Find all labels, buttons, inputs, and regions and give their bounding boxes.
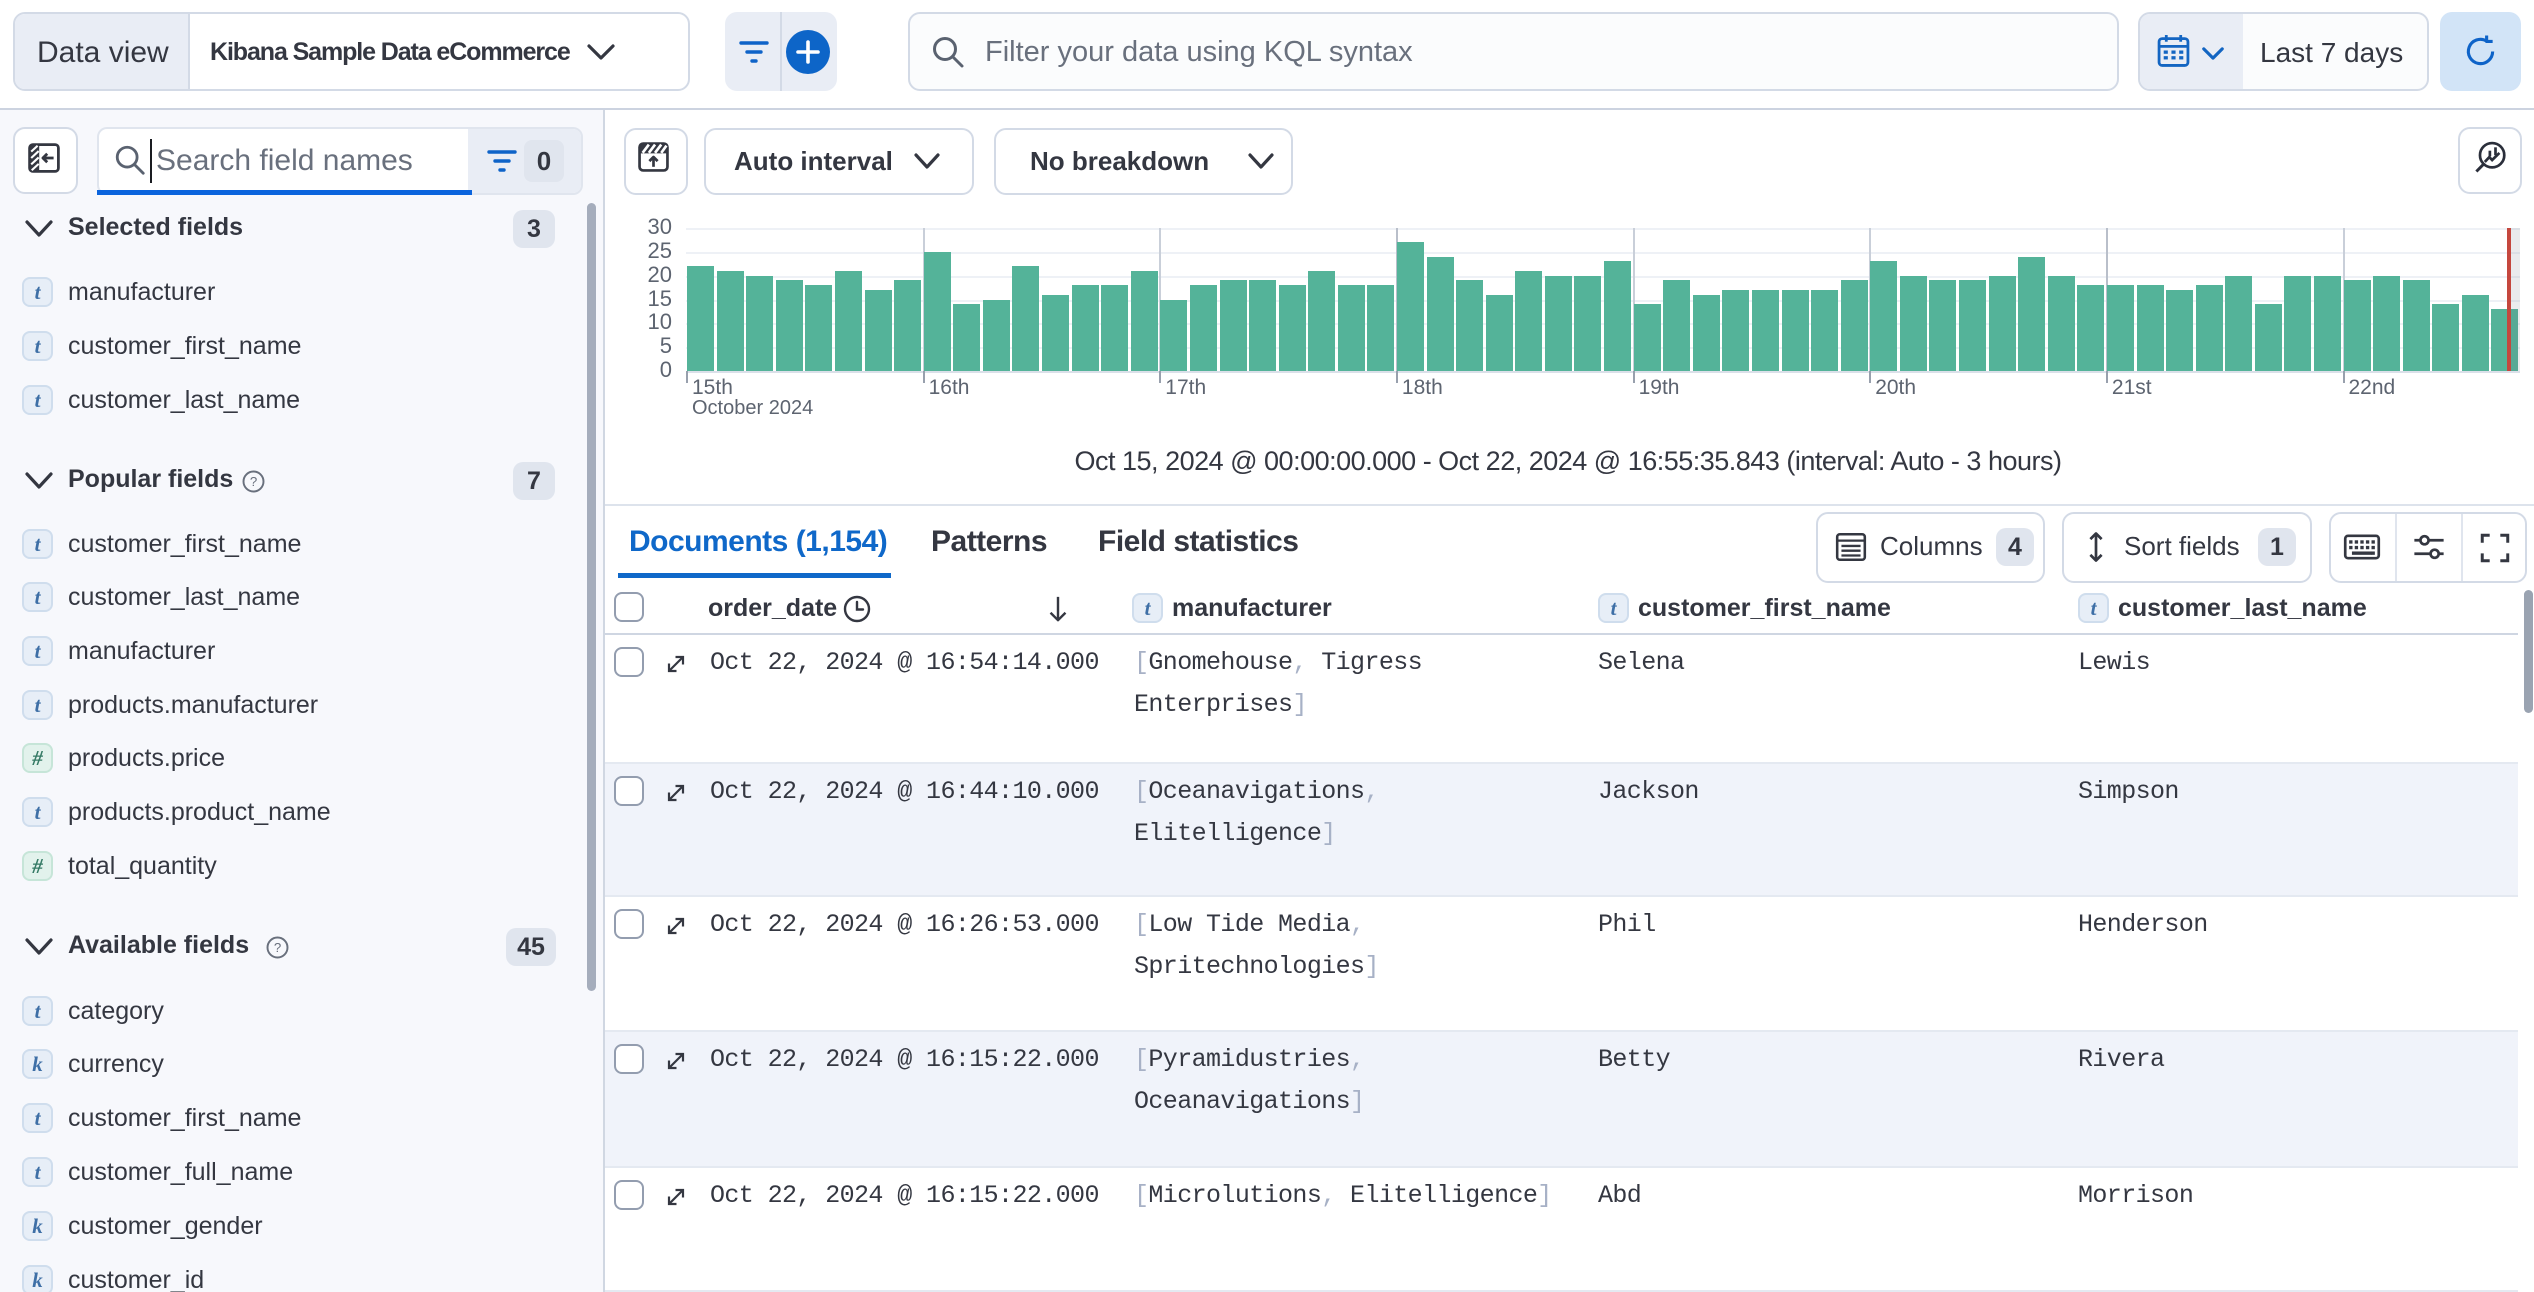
svg-text:?: ? <box>274 940 281 955</box>
svg-text:?: ? <box>250 474 257 489</box>
